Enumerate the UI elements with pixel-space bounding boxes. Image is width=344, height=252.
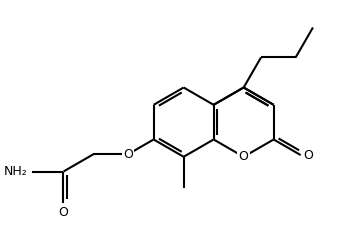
Text: O: O — [58, 206, 68, 218]
Text: NH₂: NH₂ — [4, 165, 28, 178]
Text: O: O — [239, 150, 249, 163]
Text: O: O — [303, 149, 313, 162]
Text: O: O — [123, 148, 133, 161]
